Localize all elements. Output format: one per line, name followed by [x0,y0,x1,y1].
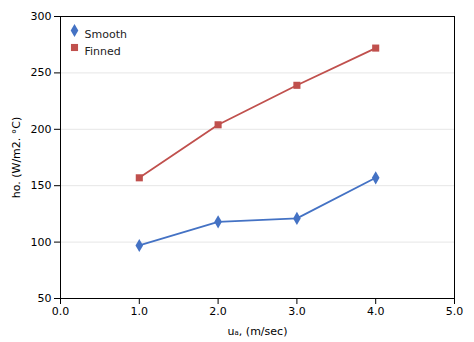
svg-text:0.0: 0.0 [52,305,70,318]
svg-text:ho. (W/m2. °C): ho. (W/m2. °C) [10,117,23,199]
svg-text:uₐ, (m/sec): uₐ, (m/sec) [228,325,288,338]
svg-text:200: 200 [31,123,52,136]
svg-text:2.0: 2.0 [209,305,227,318]
svg-text:4.0: 4.0 [367,305,385,318]
svg-text:250: 250 [31,66,52,79]
svg-text:3.0: 3.0 [288,305,306,318]
svg-text:300: 300 [31,10,52,23]
svg-text:Finned: Finned [85,45,121,58]
svg-text:Smooth: Smooth [85,28,127,41]
svg-text:5.0: 5.0 [446,305,464,318]
svg-text:50: 50 [38,292,52,305]
svg-text:1.0: 1.0 [131,305,149,318]
svg-text:100: 100 [31,236,52,249]
svg-text:150: 150 [31,179,52,192]
